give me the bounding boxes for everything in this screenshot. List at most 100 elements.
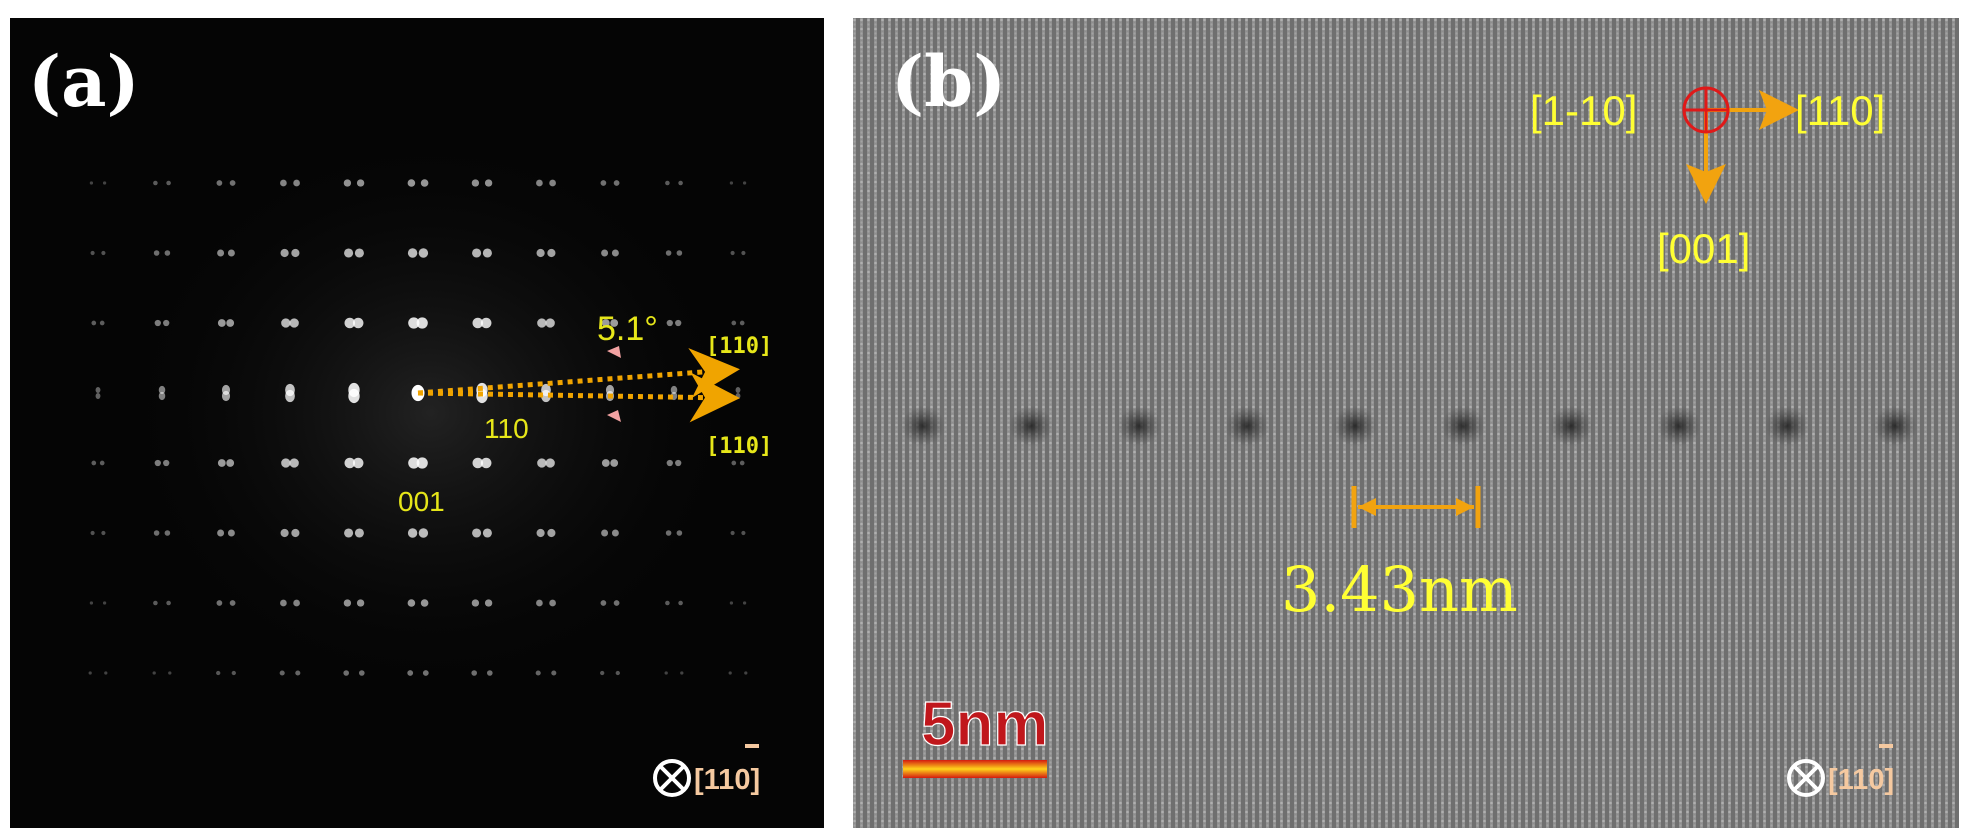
dislocation-core	[1873, 406, 1917, 446]
diffraction-spot	[735, 392, 741, 400]
diffraction-spot	[600, 670, 605, 676]
diffraction-spot	[289, 318, 299, 328]
diffraction-spot	[731, 320, 737, 326]
spot-001-label: 001	[398, 486, 445, 517]
spacing-label: 3.43nm	[1281, 553, 1518, 626]
diffraction-spot	[601, 459, 610, 467]
diffraction-spot	[227, 249, 235, 257]
diffraction-spot	[730, 250, 735, 256]
dislocation-core	[1441, 406, 1485, 446]
diffraction-spot	[226, 319, 235, 327]
diffraction-spot	[486, 670, 493, 676]
diffraction-spot	[293, 599, 300, 607]
diffraction-spot	[741, 250, 746, 256]
diffraction-spot	[280, 248, 289, 258]
diffraction-spot	[348, 388, 360, 404]
panel-label: (b)	[891, 40, 1006, 123]
diffraction-spot	[354, 248, 364, 258]
diffraction-spot	[291, 528, 300, 538]
diffraction-spot	[229, 600, 236, 606]
scale-bar	[903, 760, 1047, 778]
diffraction-spot	[354, 528, 364, 538]
dislocation-row	[901, 406, 1917, 446]
diffraction-spot	[547, 248, 556, 258]
diffraction-spot	[537, 458, 547, 468]
diffraction-spot	[343, 670, 350, 676]
diffraction-spot	[163, 459, 170, 467]
diffraction-spot	[536, 248, 545, 258]
diffraction-spot	[216, 600, 223, 606]
dislocation-core	[1225, 406, 1269, 446]
diffraction-spot	[535, 670, 541, 676]
hrtem-panel: (b) [1-10] [110] [001] 3.43nm 5nm	[853, 18, 1959, 828]
diffraction-spot	[742, 181, 747, 185]
diffraction-spot	[665, 600, 670, 606]
zone-axis-label: [110]	[1828, 764, 1894, 796]
diffraction-spot	[280, 528, 289, 538]
diffraction-spot	[344, 457, 356, 469]
diffraction-spot	[168, 671, 172, 675]
panel-label: (a)	[28, 40, 140, 123]
diffraction-spot	[90, 250, 95, 256]
diffraction-spot	[678, 180, 683, 186]
diffraction-spot	[611, 529, 619, 537]
diffraction-spot	[281, 318, 291, 328]
diffraction-spot	[101, 250, 106, 256]
diffraction-spot	[729, 181, 734, 185]
diffraction-spot	[480, 457, 492, 469]
diffraction-spot	[102, 181, 107, 185]
diffraction-spot	[99, 460, 105, 466]
diffraction-spot	[227, 529, 235, 537]
diffraction-spot	[343, 599, 352, 607]
diffraction-spot	[88, 671, 92, 675]
diffraction-spot	[731, 460, 737, 466]
diffraction-spot	[408, 317, 420, 329]
diffraction-spot	[545, 458, 555, 468]
diffraction-spot	[344, 248, 354, 258]
diffraction-spot	[676, 250, 683, 256]
diffraction-spot	[216, 670, 221, 676]
diffraction-spot	[600, 180, 607, 186]
diffraction-spot	[665, 530, 672, 536]
diffraction-spot	[610, 319, 619, 327]
axis-110-label: [110]	[1795, 87, 1885, 134]
diffraction-spot	[231, 670, 236, 676]
diffraction-spot	[416, 317, 428, 329]
diffraction-spot	[536, 528, 545, 538]
diffraction-spot	[610, 459, 619, 467]
diffraction-spot	[295, 670, 301, 676]
diffraction-spot	[664, 671, 668, 675]
diffraction-spot	[480, 317, 492, 329]
angle-label: 5.1°	[597, 310, 658, 348]
diffraction-spot	[670, 385, 678, 395]
diffraction-spot	[408, 457, 420, 469]
diffraction-spot	[153, 180, 158, 186]
diffraction-spot	[675, 319, 682, 327]
diffraction-spot	[279, 670, 285, 676]
axis-001-label: [001]	[1657, 225, 1750, 272]
triangle-marker-icon	[607, 346, 621, 358]
diffraction-spot	[407, 528, 418, 538]
dislocation-core	[1117, 406, 1161, 446]
diffraction-spot	[217, 529, 225, 537]
diffraction-spot	[420, 599, 429, 607]
diffraction-spot	[104, 671, 108, 675]
diffraction-spot	[280, 179, 287, 187]
upper-direction-label: [110]	[706, 334, 772, 359]
crosshair-circle-icon	[1682, 86, 1730, 134]
diffraction-spot	[91, 320, 97, 326]
diffraction-spot	[744, 671, 748, 675]
diffraction-spot	[221, 390, 231, 402]
diffraction-spot	[217, 459, 226, 467]
diffraction-spot	[600, 600, 607, 606]
diffraction-spot	[472, 528, 482, 538]
diffraction-spot	[482, 248, 492, 258]
diffraction-spot	[216, 180, 223, 186]
diffraction-spot	[90, 530, 95, 536]
diffraction-spot	[613, 180, 620, 186]
diffraction-spot	[728, 671, 732, 675]
diffraction-spot	[89, 601, 94, 605]
diffraction-spot	[95, 386, 101, 394]
diffraction-spot	[484, 179, 493, 187]
diffraction-spot	[293, 179, 300, 187]
